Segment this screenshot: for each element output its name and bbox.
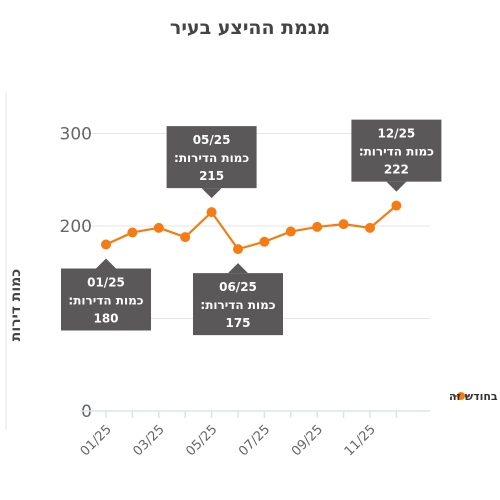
tooltip: 06/25 כמות הדירות: 175 [193, 263, 283, 336]
tooltip-arrow [201, 188, 222, 199]
data-point [259, 236, 270, 247]
legend-label: כמות הדירות המוצעות בחודש זה [449, 390, 500, 403]
data-point [101, 239, 111, 250]
tooltip-value: 222 [384, 163, 409, 177]
y-tick-label: 200 [60, 217, 92, 237]
x-tick-label: 07/25 [236, 422, 273, 459]
data-point [365, 222, 375, 233]
y-tick-label: 300 [60, 125, 92, 145]
tooltip-box [166, 126, 257, 189]
series-line [105, 204, 398, 251]
tooltip: 05/25 כמות הדירות: 215 [166, 126, 257, 199]
tooltip-label: כמות הדירות: [359, 145, 434, 159]
x-tick-label: 01/25 [78, 422, 115, 459]
tooltip-value: 215 [199, 169, 224, 183]
x-axis: 01/25 03/25 05/25 07/25 09/25 11/25 [78, 410, 430, 459]
x-tick-label: 05/25 [183, 422, 220, 459]
x-tick-label: 11/25 [342, 422, 379, 459]
tooltip-label: כמות הדירות: [68, 294, 143, 308]
y-tick-label: 0 [81, 402, 92, 422]
data-point [153, 222, 164, 233]
data-point [285, 226, 296, 237]
legend-marker-icon [457, 392, 465, 400]
tooltip-box [193, 273, 283, 336]
series-line-group [101, 200, 402, 255]
data-point [338, 219, 349, 230]
tooltip: 01/25 כמות הדירות: 180 [61, 258, 151, 331]
legend[interactable]: כמות הדירות המוצעות בחודש זה [449, 390, 500, 403]
data-point [180, 232, 191, 243]
data-point [233, 244, 243, 255]
tooltip-label: כמות הדירות: [174, 151, 249, 165]
x-tick-label: 03/25 [131, 422, 168, 459]
tooltip-date: 12/25 [378, 127, 416, 141]
tooltip-box [61, 268, 151, 331]
x-tick-label: 09/25 [289, 422, 326, 459]
data-point [391, 200, 402, 211]
tooltips: 01/25 כמות הדירות: 180 05/25 כמות הדירות: 215… [61, 119, 442, 336]
tooltip-arrow [386, 181, 407, 192]
data-point [312, 221, 323, 232]
tooltip-value: 175 [225, 316, 250, 330]
tooltip-date: 01/25 [87, 276, 125, 290]
tooltip-date: 06/25 [219, 280, 257, 294]
y-axis-label: כמות דירות [8, 269, 24, 342]
tooltip-date: 05/25 [193, 133, 231, 147]
chart-title: מגמת ההיצע בעיר [170, 17, 330, 39]
tooltip: 12/25 כמות הדירות: 222 [351, 119, 442, 192]
data-point [206, 207, 217, 218]
data-point [127, 227, 138, 238]
tooltip-arrow [96, 258, 116, 269]
tooltip-label: כמות הדירות: [200, 298, 275, 312]
tooltip-box [351, 119, 442, 182]
tooltip-arrow [228, 263, 248, 274]
tooltip-value: 180 [93, 312, 118, 326]
